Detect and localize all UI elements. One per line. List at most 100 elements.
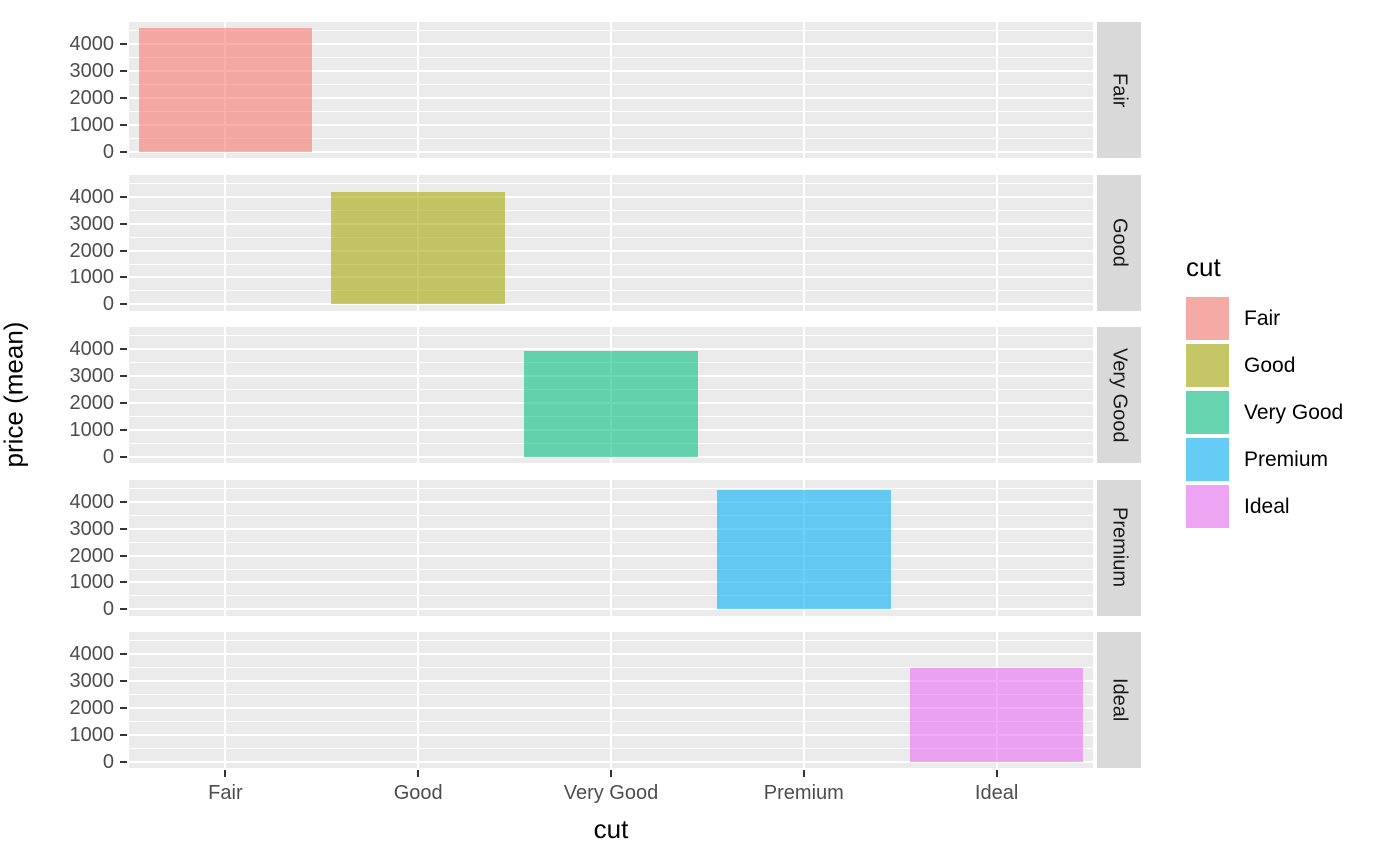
facet-strip-premium: Premium — [1097, 479, 1141, 616]
legend-label: Fair — [1244, 306, 1281, 330]
y-tick-mark — [120, 222, 127, 225]
gridline-major-vertical — [995, 174, 998, 311]
legend-entry-premium: Premium — [1186, 438, 1343, 481]
facet-panel-fair — [129, 22, 1093, 158]
y-tick-mark — [120, 195, 127, 198]
y-tick-label: 0 — [102, 750, 114, 773]
y-tick-mark — [120, 554, 127, 557]
facet-panel-premium — [129, 479, 1093, 616]
y-tick-label: 0 — [102, 445, 114, 468]
facet-strip-label: Good — [1108, 218, 1131, 267]
legend-swatch-fill — [1186, 297, 1229, 340]
y-tick-label: 4000 — [69, 643, 115, 666]
y-tick-label: 4000 — [69, 33, 115, 56]
legend-entry-good: Good — [1186, 344, 1343, 387]
gridline-major-vertical — [802, 632, 805, 768]
y-tick-label: 2000 — [69, 87, 115, 110]
y-tick-label: 1000 — [69, 266, 115, 289]
y-tick-mark — [120, 527, 127, 530]
facet-strip-ideal: Ideal — [1097, 632, 1141, 768]
legend-label: Good — [1244, 353, 1296, 377]
y-tick-label: 0 — [102, 598, 114, 621]
y-tick-label: 1000 — [69, 571, 115, 594]
y-tick-mark — [120, 428, 127, 431]
y-tick-mark — [120, 249, 127, 252]
x-tick-label-ideal: Ideal — [974, 782, 1019, 804]
x-tick-mark — [610, 770, 612, 777]
y-tick-label: 3000 — [69, 517, 115, 540]
legend-swatch-fill — [1186, 485, 1229, 528]
facet-strip-good: Good — [1097, 174, 1141, 311]
legend-swatch-fill — [1186, 438, 1229, 481]
y-tick-mark — [120, 402, 127, 405]
facet-strip-label: Fair — [1108, 72, 1131, 108]
bar-ideal — [909, 667, 1084, 762]
y-tick-mark — [120, 733, 127, 736]
legend-swatch-fill — [1186, 391, 1229, 434]
legend-label: Premium — [1244, 447, 1329, 471]
y-tick-mark — [120, 680, 127, 683]
gridline-major-vertical — [610, 174, 612, 311]
gridline-major-vertical — [995, 479, 998, 616]
gridline-major-vertical — [224, 479, 227, 616]
bar-fair — [138, 28, 313, 152]
y-tick-mark — [120, 653, 127, 656]
y-tick-label: 4000 — [69, 185, 115, 208]
y-tick-label: 3000 — [69, 60, 115, 83]
y-tick-mark — [120, 70, 127, 73]
bar-very-good — [524, 350, 698, 457]
gridline-major-vertical — [417, 632, 420, 768]
legend-swatch-good — [1186, 344, 1229, 387]
x-tick-label-good: Good — [393, 782, 443, 804]
gridline-major-vertical — [995, 327, 998, 463]
y-tick-mark — [120, 97, 127, 100]
facet-panel-very-good — [129, 327, 1093, 463]
bar-good — [331, 192, 505, 305]
legend-title: cut — [1186, 252, 1221, 282]
legend-entry-fair: Fair — [1186, 297, 1343, 340]
legend-swatch-premium — [1186, 438, 1229, 481]
y-tick-label: 4000 — [69, 490, 115, 513]
facet-strip-very-good: Very Good — [1097, 327, 1141, 463]
x-tick-label-fair: Fair — [208, 782, 243, 804]
y-tick-label: 3000 — [69, 365, 115, 388]
x-tick-mark — [995, 770, 998, 777]
y-tick-mark — [120, 500, 127, 503]
y-tick-mark — [120, 303, 127, 306]
facet-panel-good — [129, 174, 1093, 311]
gridline-major-vertical — [417, 479, 420, 616]
bar-premium — [717, 489, 891, 610]
y-tick-mark — [120, 276, 127, 279]
y-tick-label: 2000 — [69, 544, 115, 567]
y-tick-mark — [120, 43, 127, 46]
y-tick-label: 1000 — [69, 418, 115, 441]
legend-entry-ideal: Ideal — [1186, 485, 1343, 528]
facet-strip-label: Ideal — [1108, 678, 1131, 722]
y-tick-label: 2000 — [69, 239, 115, 262]
y-tick-mark — [120, 123, 127, 126]
y-tick-mark — [120, 348, 127, 351]
y-tick-label: 2000 — [69, 697, 115, 720]
facet-strip-label: Premium — [1108, 507, 1131, 588]
x-tick-mark — [417, 770, 420, 777]
gridline-major-vertical — [610, 632, 612, 768]
legend-swatch-fair — [1186, 297, 1229, 340]
x-tick-mark — [224, 770, 227, 777]
legend-entry-very-good: Very Good — [1186, 391, 1343, 434]
legend-label: Ideal — [1244, 494, 1290, 518]
y-tick-mark — [120, 150, 127, 153]
legend-swatch-very-good — [1186, 391, 1229, 434]
y-tick-label: 0 — [102, 140, 114, 163]
facet-panel-ideal — [129, 632, 1093, 768]
y-tick-mark — [120, 760, 127, 763]
gridline-major-vertical — [802, 22, 805, 158]
y-tick-label: 3000 — [69, 670, 115, 693]
gridline-major-vertical — [802, 174, 805, 311]
y-tick-mark — [120, 375, 127, 378]
gridline-major-vertical — [610, 479, 612, 616]
y-tick-label: 1000 — [69, 723, 115, 746]
gridline-major-vertical — [417, 327, 420, 463]
y-tick-label: 4000 — [69, 338, 115, 361]
y-tick-label: 2000 — [69, 392, 115, 415]
